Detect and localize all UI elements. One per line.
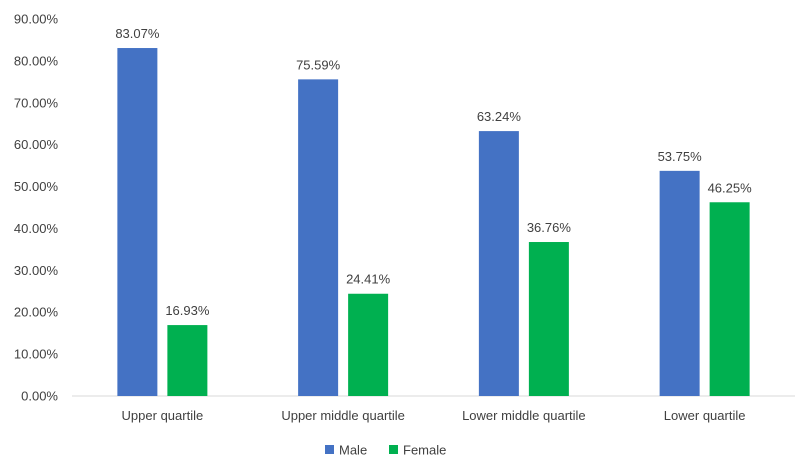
- bar-female: [528, 242, 569, 396]
- legend: Male Female: [325, 443, 446, 458]
- y-tick-label: 80.00%: [14, 53, 59, 68]
- y-tick-label: 40.00%: [14, 221, 59, 236]
- y-tick-label: 90.00%: [14, 12, 59, 27]
- category-labels-group: Upper quartile Upper middle quartile Lower…: [122, 408, 746, 423]
- bars-group: [117, 48, 750, 397]
- category-label: Upper quartile: [122, 408, 204, 423]
- legend-swatch-male: [325, 445, 334, 454]
- y-tick-label: 30.00%: [14, 263, 59, 278]
- legend-label-female: Female: [403, 443, 446, 458]
- y-axis-ticks: 0.00% 10.00% 20.00% 30.00% 40.00% 50.00% 60.00…: [14, 12, 59, 404]
- data-label: 53.75%: [658, 149, 703, 164]
- bar-male: [659, 170, 700, 396]
- bar-male: [298, 79, 339, 397]
- legend-swatch-female: [389, 445, 398, 454]
- data-label: 36.76%: [527, 220, 572, 235]
- data-label: 16.93%: [165, 303, 210, 318]
- y-tick-label: 50.00%: [14, 179, 59, 194]
- bar-female: [348, 293, 389, 396]
- y-tick-label: 10.00%: [14, 347, 59, 362]
- y-tick-label: 70.00%: [14, 95, 59, 110]
- category-label: Lower quartile: [664, 408, 746, 423]
- data-labels-group: 83.07% 16.93% 75.59% 24.41% 63.24% 36.76% 53.7…: [115, 26, 752, 318]
- bar-female: [709, 202, 750, 396]
- data-label: 63.24%: [477, 109, 522, 124]
- data-label: 24.41%: [346, 272, 391, 287]
- y-tick-label: 0.00%: [21, 389, 58, 404]
- category-label: Upper middle quartile: [281, 408, 405, 423]
- data-label: 83.07%: [115, 26, 160, 41]
- bar-male: [478, 131, 519, 396]
- y-tick-label: 20.00%: [14, 305, 59, 320]
- bar-male: [117, 48, 158, 397]
- data-label: 46.25%: [708, 180, 753, 195]
- y-tick-label: 60.00%: [14, 137, 59, 152]
- data-label: 75.59%: [296, 57, 341, 72]
- bar-female: [167, 325, 208, 396]
- legend-label-male: Male: [339, 443, 367, 458]
- category-label: Lower middle quartile: [462, 408, 586, 423]
